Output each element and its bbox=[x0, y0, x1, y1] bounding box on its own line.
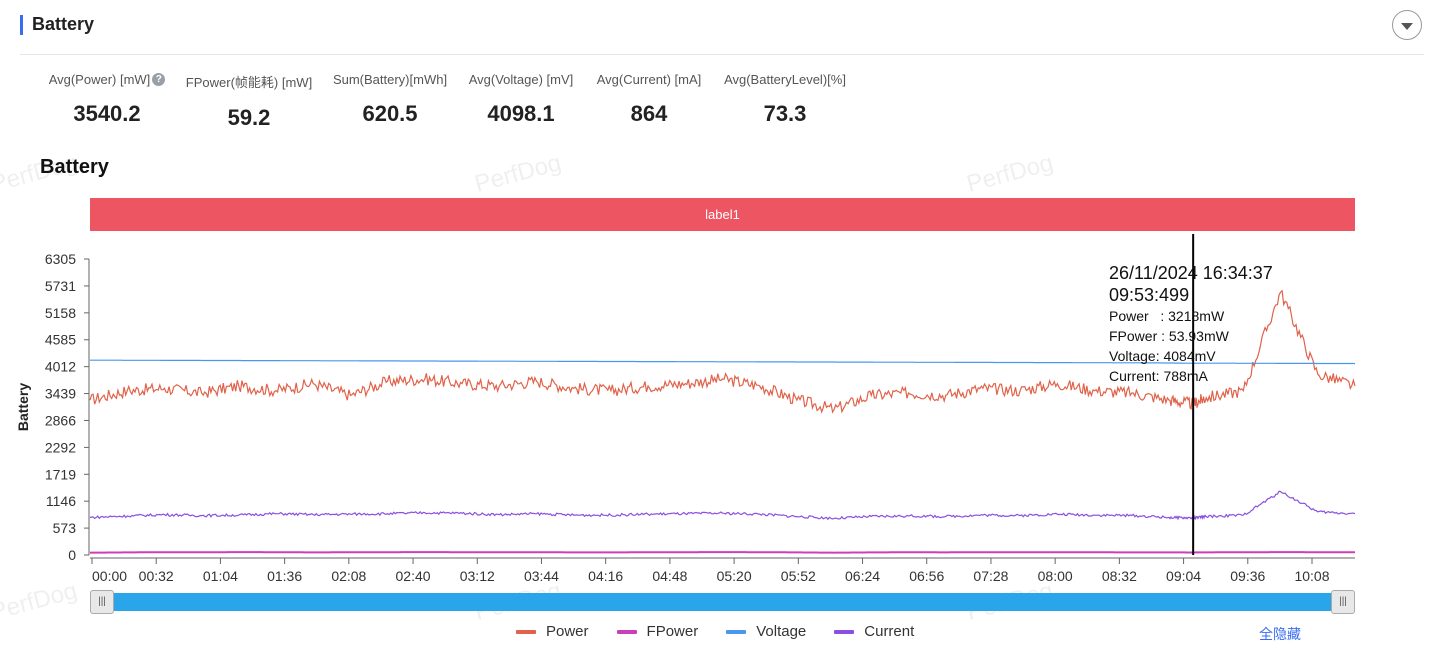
section-header: Battery bbox=[20, 10, 1424, 55]
legend-swatch-voltage bbox=[726, 629, 747, 634]
metric-avg-battery-level: Avg(BatteryLevel)[%] 73.3 bbox=[718, 72, 852, 127]
x-tick-label: 00:32 bbox=[139, 568, 174, 584]
x-tick-label: 04:16 bbox=[588, 568, 623, 584]
metric-avg-voltage: Avg(Voltage) [mV] 4098.1 bbox=[462, 72, 580, 127]
tooltip-date: 26/11/2024 16:34:37 bbox=[1109, 263, 1273, 283]
series-line-power bbox=[89, 289, 1356, 414]
legend-item-power[interactable]: Power bbox=[516, 623, 589, 640]
metric-label: Avg(BatteryLevel)[%] bbox=[724, 72, 846, 87]
range-slider-left-handle[interactable]: ||| bbox=[90, 590, 114, 614]
x-tick-label: 02:40 bbox=[396, 568, 431, 584]
x-tick-label: 00:00 bbox=[92, 568, 127, 584]
label-band bbox=[90, 198, 1355, 231]
metric-value: 864 bbox=[630, 101, 668, 126]
legend-item-fpower[interactable]: FPower bbox=[616, 623, 699, 640]
tooltip-fpower: FPower : 53.93mW bbox=[1109, 328, 1229, 344]
legend-swatch-power bbox=[516, 629, 536, 634]
label-band-text: label1 bbox=[705, 207, 740, 222]
metric-label: Avg(Power) [mW] bbox=[48, 72, 151, 87]
y-tick-label: 2866 bbox=[45, 412, 76, 428]
y-tick-label: 3439 bbox=[45, 386, 76, 402]
section-title: Battery bbox=[32, 14, 95, 34]
x-tick-label: 05:52 bbox=[781, 568, 816, 584]
metric-label: Avg(Voltage) [mV] bbox=[468, 72, 574, 87]
x-tick-label: 05:20 bbox=[717, 568, 752, 584]
y-tick-label: 0 bbox=[68, 547, 76, 563]
legend-label: FPower bbox=[646, 623, 699, 640]
tooltip-current: Current: 788mA bbox=[1109, 368, 1208, 384]
y-tick-label: 4585 bbox=[45, 332, 76, 348]
metric-value: 3540.2 bbox=[73, 101, 141, 126]
section-accent-bar bbox=[20, 15, 23, 35]
x-tick-label: 04:48 bbox=[652, 568, 687, 584]
metric-sum-battery: Sum(Battery)[mWh] 620.5 bbox=[326, 72, 454, 127]
metric-label: FPower(帧能耗) [mW] bbox=[185, 75, 313, 90]
metric-avg-current: Avg(Current) [mA] 864 bbox=[590, 72, 708, 127]
tooltip-time: 09:53:499 bbox=[1109, 285, 1190, 305]
metric-avg-power: Avg(Power) [mW] ? 3540.2 bbox=[40, 72, 174, 127]
legend-label: Power bbox=[546, 623, 589, 640]
x-tick-label: 03:44 bbox=[524, 568, 559, 584]
chart-legend: Power FPower Voltage Current bbox=[516, 623, 914, 640]
y-tick-label: 5158 bbox=[45, 305, 76, 321]
series-line-fpower bbox=[89, 551, 1355, 554]
legend-swatch-current bbox=[834, 629, 855, 634]
y-tick-label: 1719 bbox=[45, 466, 76, 482]
x-tick-label: 06:24 bbox=[845, 568, 880, 584]
legend-swatch-fpower bbox=[616, 629, 637, 634]
x-tick-label: 03:12 bbox=[460, 568, 495, 584]
y-tick-label: 2292 bbox=[45, 439, 76, 455]
x-tick-label: 06:56 bbox=[909, 568, 944, 584]
range-slider-track[interactable] bbox=[90, 593, 1355, 611]
hide-all-link[interactable]: 全隐藏 bbox=[1259, 626, 1301, 642]
x-tick-label: 09:04 bbox=[1166, 568, 1201, 584]
x-tick-label: 08:00 bbox=[1038, 568, 1073, 584]
metric-label: Sum(Battery)[mWh] bbox=[332, 72, 448, 87]
metric-label: Avg(Current) [mA] bbox=[596, 72, 702, 87]
legend-item-voltage[interactable]: Voltage bbox=[726, 623, 806, 640]
legend-label: Voltage bbox=[756, 623, 807, 640]
tooltip-power: Power : 3218mW bbox=[1109, 308, 1225, 324]
y-tick-label: 4012 bbox=[45, 359, 76, 375]
metric-value: 59.2 bbox=[227, 105, 271, 130]
series-line-voltage bbox=[90, 359, 1356, 365]
chart-tooltip: 26/11/2024 16:34:37 09:53:499 Power : 32… bbox=[1109, 262, 1273, 386]
y-tick-label: 6305 bbox=[45, 251, 76, 267]
collapse-button[interactable] bbox=[1392, 10, 1422, 40]
x-tick-label: 07:28 bbox=[973, 568, 1008, 584]
y-axis-label: Battery bbox=[15, 383, 31, 431]
y-tick-label: 573 bbox=[53, 520, 77, 536]
x-tick-label: 02:08 bbox=[331, 568, 366, 584]
x-tick-label: 01:04 bbox=[203, 568, 238, 584]
x-tick-label: 10:08 bbox=[1294, 568, 1329, 584]
x-tick-label: 01:36 bbox=[267, 568, 302, 584]
metric-value: 620.5 bbox=[362, 101, 418, 126]
chevron-down-icon bbox=[1401, 22, 1413, 30]
y-tick-label: 5731 bbox=[45, 278, 76, 294]
tooltip-voltage: Voltage: 4084mV bbox=[1109, 348, 1216, 364]
metric-value: 4098.1 bbox=[487, 101, 555, 126]
legend-label: Current bbox=[864, 623, 915, 640]
series-line-current bbox=[89, 490, 1356, 521]
y-tick-label: 1146 bbox=[46, 493, 76, 509]
range-slider-right-handle[interactable]: ||| bbox=[1331, 590, 1355, 614]
legend-item-current[interactable]: Current bbox=[834, 623, 914, 640]
metric-fpower: FPower(帧能耗) [mW] 59.2 bbox=[180, 72, 318, 131]
x-tick-label: 08:32 bbox=[1102, 568, 1137, 584]
metric-value: 73.3 bbox=[763, 101, 807, 126]
chart-title: Battery bbox=[40, 156, 109, 178]
x-tick-label: 09:36 bbox=[1230, 568, 1265, 584]
help-icon[interactable]: ? bbox=[152, 73, 166, 86]
